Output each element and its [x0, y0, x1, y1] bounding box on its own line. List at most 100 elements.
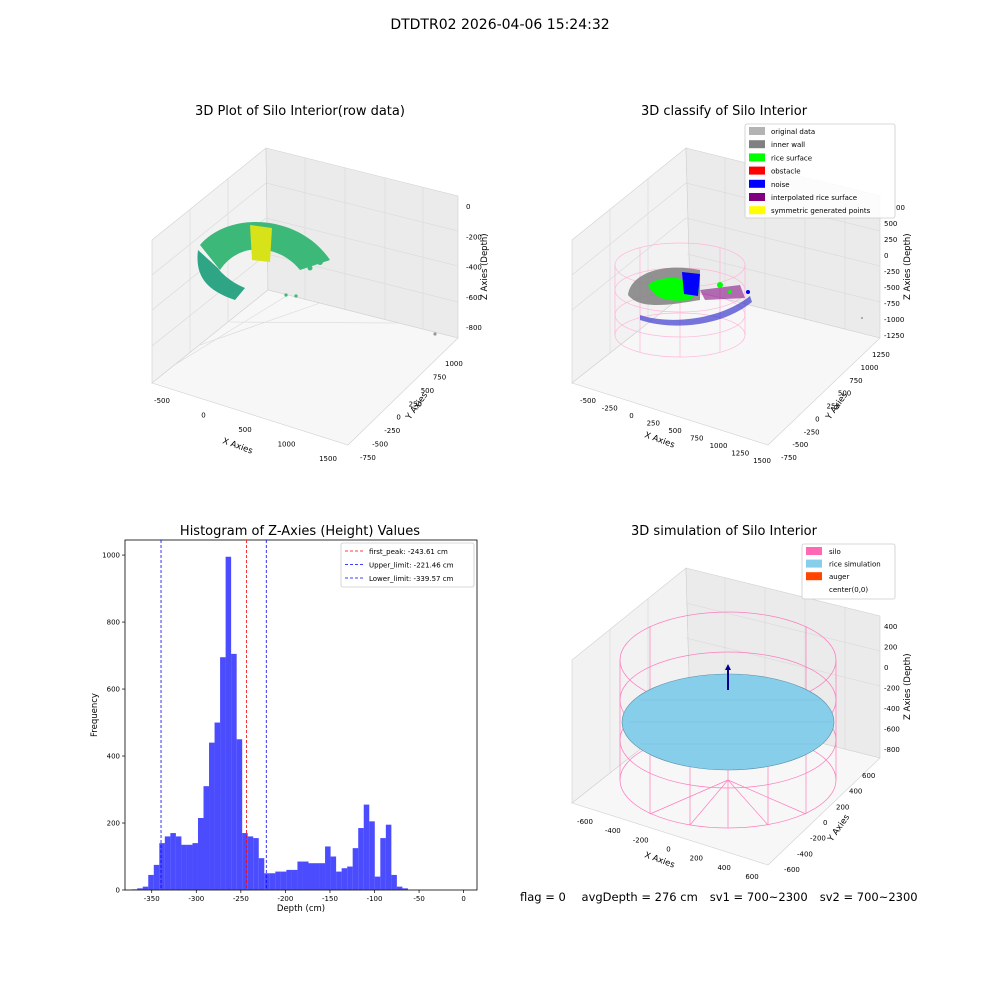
raw-plot-title: 3D Plot of Silo Interior(row data) [195, 104, 405, 119]
simulation-3d-axes: -600-400-2000200400600-600-400-200020040… [571, 543, 913, 881]
hist-x-tick-label: -200 [277, 895, 293, 903]
hist-x-tick-label: -150 [322, 895, 338, 903]
classify-x-tick-label: 750 [690, 435, 703, 443]
hist-y-tick-label: 1000 [102, 552, 120, 560]
classify-legend-entry: original data [771, 128, 815, 136]
hist-bar [192, 843, 198, 890]
hist-bar [209, 742, 215, 890]
simulation-y-tick-label: 600 [862, 772, 875, 780]
hist-bar [247, 836, 254, 890]
hist-bar [358, 828, 364, 890]
figure-title: DTDTR02 2026-04-06 15:24:32 [390, 17, 610, 33]
classify-ztick-partial: 00 [896, 204, 905, 212]
hist-bar [347, 866, 353, 890]
simulation-z-tick-label: -200 [884, 685, 900, 693]
classify-legend-entry: obstacle [771, 168, 801, 176]
simulation-y-tick-label: -600 [784, 866, 800, 874]
hist-bar [369, 821, 375, 890]
hist-x-tick-label: -250 [233, 895, 249, 903]
hist-bar [164, 836, 171, 890]
hist-bar [236, 739, 243, 890]
classify-legend-entry: inner wall [771, 141, 805, 149]
simulation-z-tick-label: -400 [884, 705, 900, 713]
hist-bar [308, 863, 315, 890]
hist-bar [242, 833, 248, 890]
classify-y-tick-label: -500 [792, 441, 808, 449]
raw-z-tick-label: -600 [466, 294, 482, 302]
hist-bar [302, 861, 309, 890]
hist-bar [137, 888, 143, 890]
raw-xlabel: X Axies [221, 436, 254, 456]
simulation-z-tick-label: 200 [884, 644, 897, 652]
simulation-x-tick-label: -600 [577, 818, 593, 826]
hist-x-tick-label: -100 [367, 895, 383, 903]
raw-y-tick-label: 500 [421, 387, 434, 395]
hist-bar [231, 653, 237, 890]
hist-legend: first_peak: -243.61 cm Upper_limit: -221.… [340, 542, 475, 588]
hist-bar [159, 843, 165, 890]
raw-z-tick-label: 0 [466, 203, 470, 211]
simulation-y-tick-label: 400 [849, 788, 862, 796]
classify-legend: original data inner wall rice surface obsta… [744, 123, 896, 219]
hist-bar [314, 863, 320, 890]
histogram-title: Histogram of Z-Axies (Height) Values [179, 524, 421, 539]
hist-bar [319, 863, 326, 890]
raw-z-tick-label: -400 [466, 264, 482, 272]
hist-bar [341, 868, 348, 890]
classify-y-tick-label: -250 [804, 428, 820, 436]
classify-x-tick-label: 250 [647, 420, 660, 428]
hist-bar [258, 858, 265, 890]
classify-z-tick-label: 250 [884, 236, 897, 244]
simulation-x-tick-label: 600 [745, 873, 758, 881]
simulation-z-tick-label: 0 [884, 664, 888, 672]
raw-y-tick-label: 0 [396, 414, 400, 422]
raw-z-tick-label: -200 [466, 233, 482, 241]
hist-bar [225, 556, 232, 890]
classify-y-tick-label: 500 [838, 390, 851, 398]
hist-x-tick-label: -50 [413, 895, 424, 903]
hist-x-tick-label: -350 [144, 895, 160, 903]
classify-z-tick-label: -1250 [884, 332, 904, 340]
hist-bar [286, 869, 292, 890]
hist-legend-entry: first_peak: -243.61 cm [369, 548, 448, 556]
classify-legend-entry: noise [771, 181, 790, 189]
hist-bar [153, 864, 160, 890]
classify-x-tick-label: -250 [602, 405, 618, 413]
classify-legend-entry: rice surface [771, 154, 812, 162]
classify-zlabel: Z Axies (Depth) [903, 233, 913, 300]
classify-z-tick-label: 500 [884, 220, 897, 228]
hist-bar [269, 873, 276, 890]
raw-point-cloud [197, 222, 437, 336]
classify-y-tick-label: 750 [849, 377, 862, 385]
simulation-x-tick-label: 0 [666, 846, 670, 854]
hist-bar [297, 861, 303, 890]
raw-y-tick-label: 750 [433, 373, 446, 381]
hist-y-tick-label: 600 [107, 686, 120, 694]
simulation-ylabel: Y Axies [826, 812, 853, 844]
raw-y-tick-label: 250 [409, 400, 422, 408]
hist-bar [253, 838, 259, 890]
simulation-x-tick-label: -400 [605, 827, 621, 835]
hist-legend-entry: Lower_limit: -339.57 cm [369, 575, 454, 583]
simulation-y-tick-label: 0 [823, 819, 827, 827]
raw-zlabel: Z Axies (Depth) [480, 233, 490, 300]
hist-bar [148, 874, 154, 890]
hist-x-tick-label: -300 [188, 895, 204, 903]
histogram-axes: -350 -300 -250 -200 -150 -100 -50 0 0 200 400 600 80… [90, 539, 478, 914]
hist-bar [391, 874, 397, 890]
classify-y-tick-label: 250 [827, 403, 840, 411]
raw-x-tick-label: 500 [238, 426, 251, 434]
hist-bar [275, 871, 281, 890]
raw-x-tick-label: 1000 [278, 441, 296, 449]
hist-y-tick-label: 0 [116, 887, 120, 895]
hist-bar [325, 846, 331, 890]
hist-ylabel: Frequency [90, 693, 100, 737]
classify-plot-title: 3D classify of Silo Interior [640, 104, 808, 119]
raw-x-tick-label: -500 [154, 397, 170, 405]
hist-bar [385, 824, 392, 890]
classify-x-tick-label: 1250 [731, 450, 749, 458]
hist-bar [374, 876, 381, 890]
hist-bar [170, 833, 176, 890]
classify-z-tick-label: -1000 [884, 316, 904, 324]
hist-bar [330, 856, 337, 890]
